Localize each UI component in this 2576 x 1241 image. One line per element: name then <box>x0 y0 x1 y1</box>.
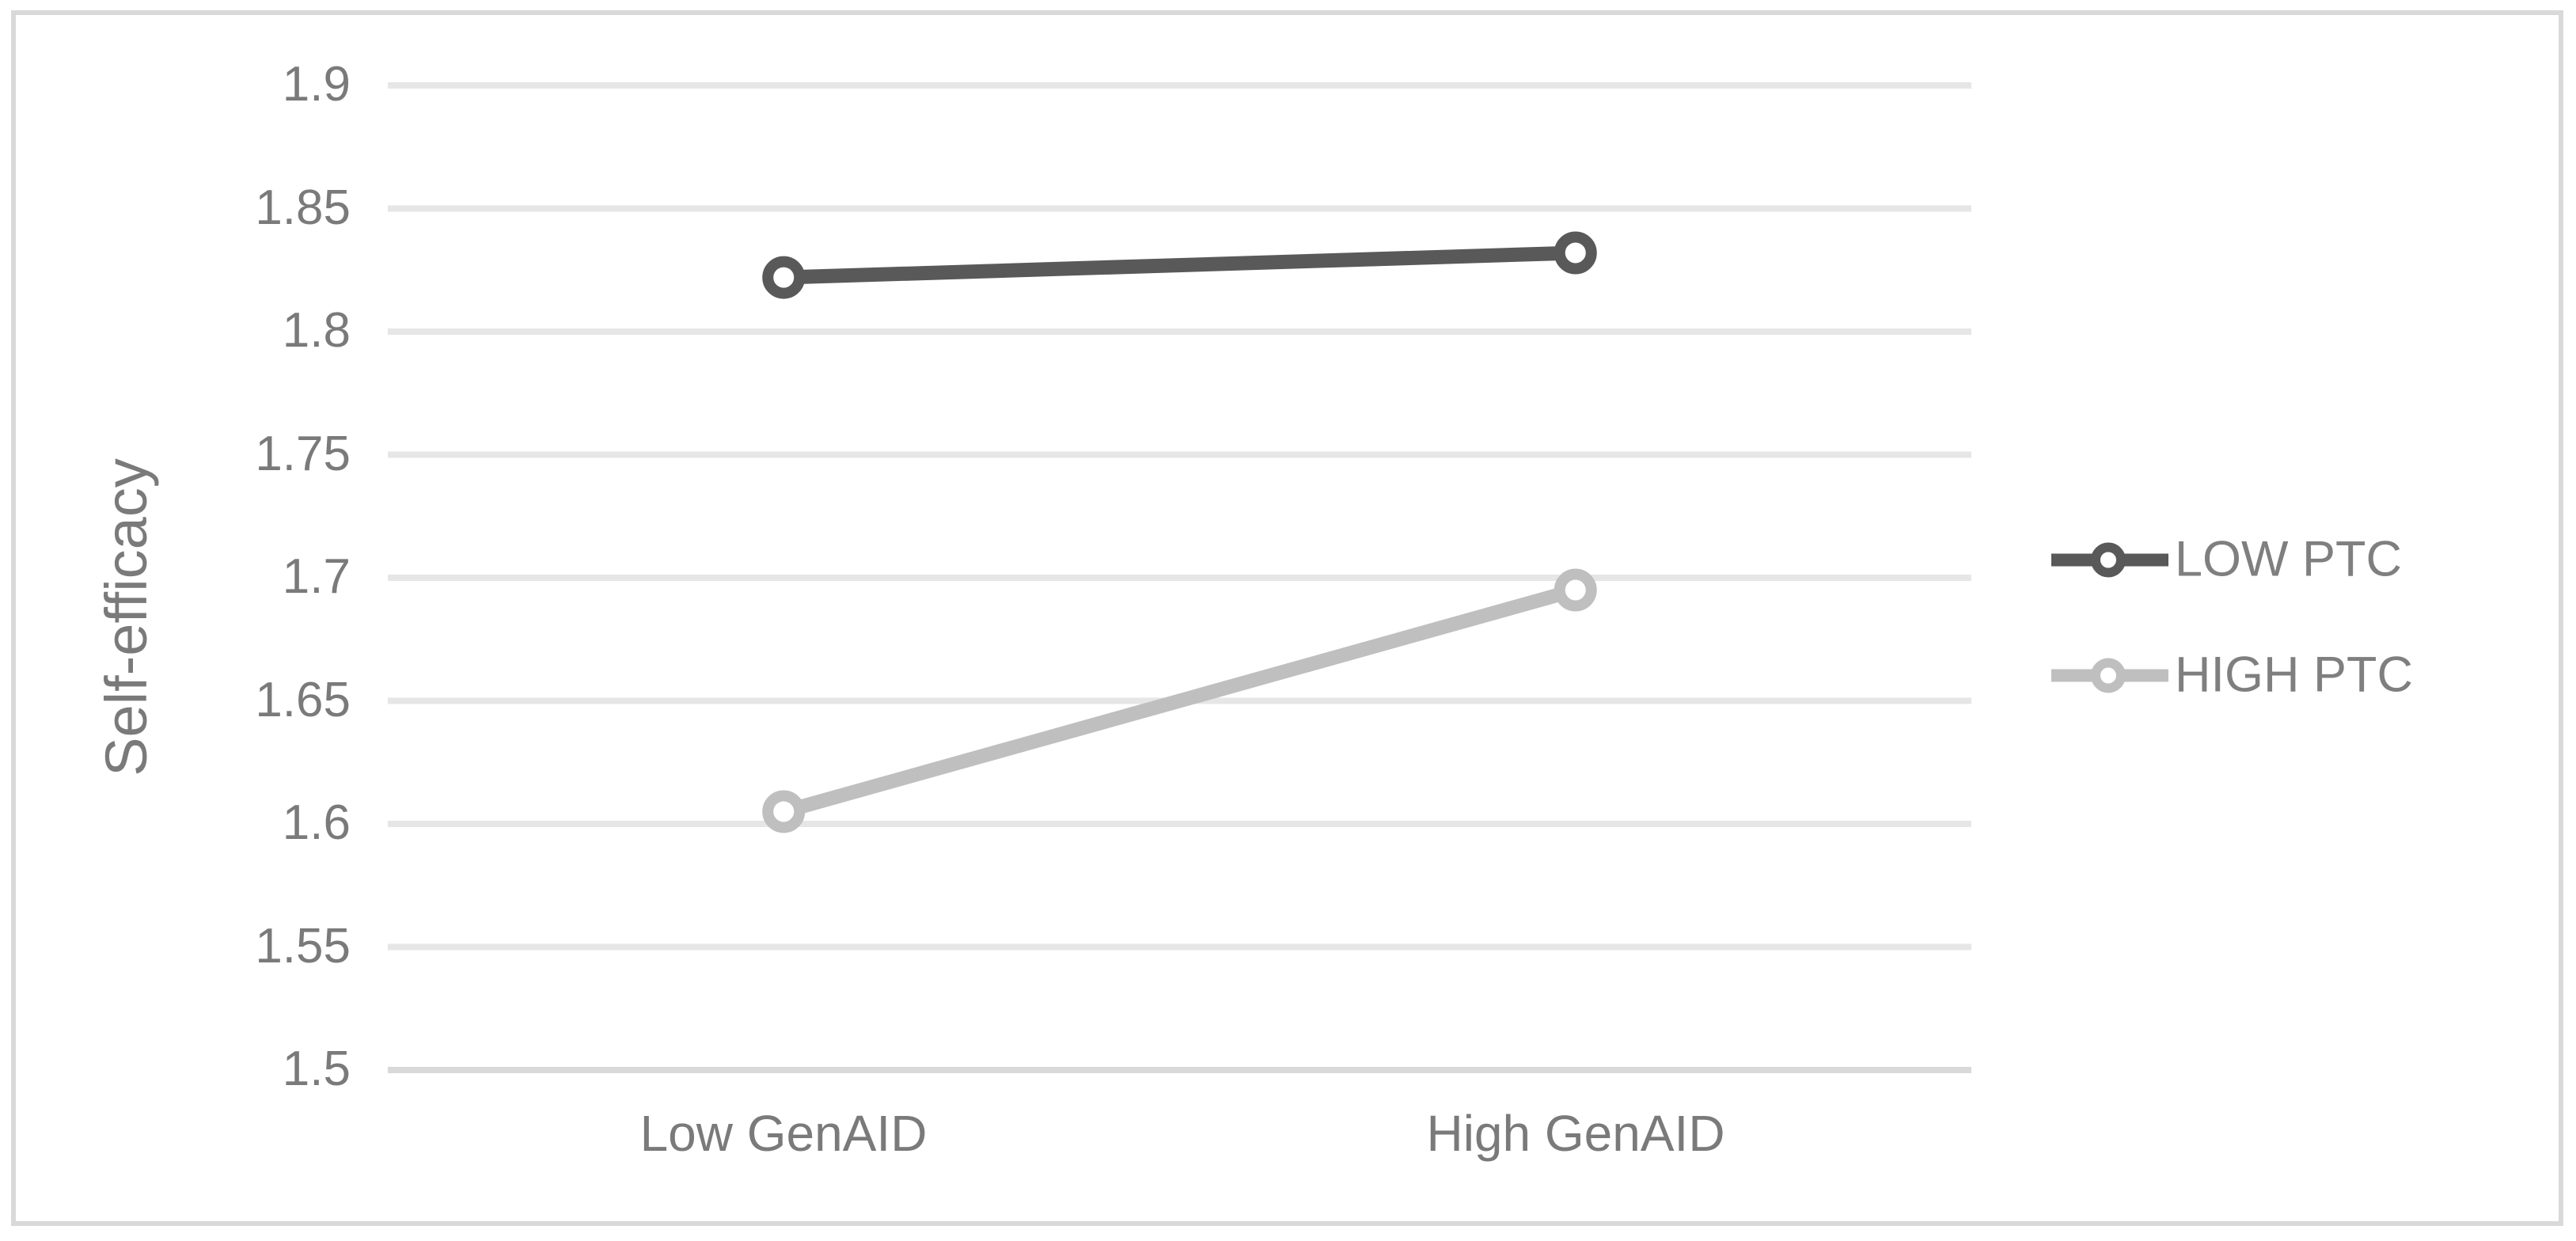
data-point-marker <box>762 256 806 299</box>
legend-item-high-ptc: HIGH PTC <box>2051 647 2414 703</box>
x-axis-label-low-genaid: Low GenAID <box>639 1105 928 1162</box>
y-tick-label: 1.55 <box>255 918 351 973</box>
legend-label-low-ptc: LOW PTC <box>2175 531 2403 587</box>
legend-ring <box>2091 542 2126 577</box>
y-tick-label: 1.65 <box>255 672 351 727</box>
y-tick-label: 1.7 <box>282 548 351 604</box>
legend-ring <box>2091 658 2126 693</box>
legend-item-low-ptc: LOW PTC <box>2051 531 2403 587</box>
y-tick-label: 1.9 <box>282 56 351 112</box>
series-line-high-ptc <box>781 583 1578 819</box>
y-tick-label: 1.8 <box>282 302 351 358</box>
legend: LOW PTC HIGH PTC <box>2051 0 2542 1241</box>
series-line-low-ptc <box>783 245 1576 285</box>
y-tick-label: 1.5 <box>282 1041 351 1096</box>
y-axis-title: Self-efficacy <box>93 458 159 776</box>
data-point-marker <box>1554 568 1597 612</box>
y-tick-label: 1.85 <box>255 180 351 235</box>
y-tick-label: 1.6 <box>282 795 351 850</box>
x-axis-label-high-genaid: High GenAID <box>1426 1105 1725 1162</box>
data-point-marker <box>1554 231 1597 275</box>
high-ptc-line-marker-icon <box>2051 658 2168 693</box>
legend-label-high-ptc: HIGH PTC <box>2175 647 2414 703</box>
data-point-marker <box>762 790 806 833</box>
low-ptc-line-marker-icon <box>2051 542 2168 577</box>
chart-frame-border <box>11 10 2563 1226</box>
y-tick-label: 1.75 <box>255 426 351 481</box>
